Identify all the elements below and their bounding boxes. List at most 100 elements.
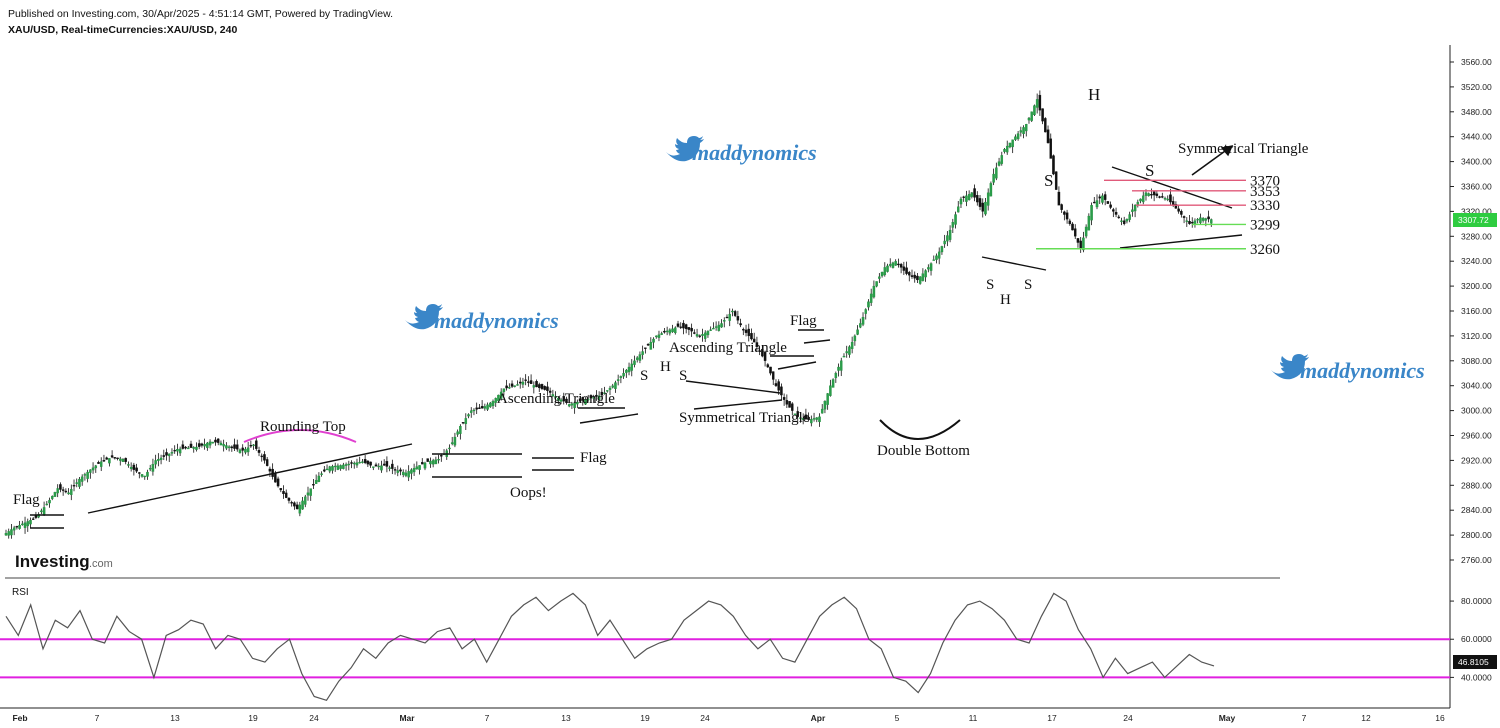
annotation-double-bottom: Double Bottom — [877, 443, 970, 459]
candle-up — [108, 458, 111, 464]
x-tick-label: 7 — [1302, 713, 1307, 723]
candle-down — [899, 264, 903, 268]
candle-up — [557, 397, 560, 401]
candle-down — [165, 452, 168, 456]
candle-down — [1174, 204, 1178, 209]
candle-up — [18, 524, 21, 529]
candle-up — [886, 265, 889, 272]
candle-up — [40, 510, 43, 513]
candle-up — [810, 419, 813, 424]
y-tick-label: 3120.00 — [1461, 331, 1492, 341]
level-label: 3299 — [1250, 217, 1280, 233]
time-axis: Feb 7 13 19 24 Mar 7 13 19 24 Apr 5 11 17 24 May 7 12 16 — [12, 713, 1445, 723]
candle-down — [1073, 228, 1077, 237]
candle-up — [1101, 195, 1104, 203]
candle-up — [429, 460, 432, 465]
candle-up — [317, 475, 321, 482]
candle-down — [1060, 204, 1063, 210]
candle-up — [880, 271, 884, 277]
candle-up — [21, 523, 24, 526]
candle-down — [1161, 196, 1164, 198]
candle-down — [1093, 201, 1096, 204]
candle-up — [1185, 220, 1189, 222]
candle-up — [192, 447, 195, 449]
annotation-symmetrical-triangle: Symmetrical Triangle — [679, 410, 810, 426]
candle-up — [170, 452, 174, 454]
x-tick-label: 11 — [969, 713, 978, 723]
candle-up — [1014, 136, 1017, 140]
last-rsi-tag: 46.8105 — [1453, 655, 1497, 669]
candle-up — [10, 529, 13, 536]
candle-down — [1038, 94, 1042, 111]
candle-up — [331, 466, 334, 471]
candle-up — [856, 329, 859, 335]
candle-down — [1155, 193, 1159, 196]
candle-up — [91, 467, 95, 471]
candle-up — [551, 394, 555, 397]
candle-up — [347, 463, 351, 466]
candle-up — [611, 385, 614, 388]
candle-down — [510, 383, 514, 387]
candle-up — [630, 363, 634, 371]
symbol-line: XAU/USD, Real-timeCurrencies:XAU/USD, 24… — [8, 24, 238, 36]
candle-up — [657, 334, 661, 338]
sym-triangle-bottom — [693, 399, 783, 410]
candle-up — [633, 360, 636, 365]
candle-up — [1090, 205, 1093, 221]
candle-up — [195, 446, 198, 450]
candle-up — [151, 464, 155, 472]
candle-up — [888, 264, 892, 266]
candle-up — [325, 468, 329, 471]
annotation-oops: Oops! — [510, 485, 547, 501]
candle-up — [671, 328, 674, 333]
annotation-shoulder: S — [640, 368, 648, 384]
candle-down — [421, 462, 424, 465]
candle-up — [121, 459, 125, 463]
candle-up — [635, 357, 639, 360]
svg-text:3307.72: 3307.72 — [1458, 215, 1489, 225]
candle-down — [747, 328, 751, 337]
candle-up — [943, 240, 946, 245]
candle-up — [946, 235, 949, 242]
candle-up — [483, 406, 487, 409]
candle-up — [986, 192, 990, 206]
candle-down — [682, 322, 685, 329]
y-tick-label: 2840.00 — [1461, 505, 1492, 515]
rsi-line — [5, 592, 1215, 702]
annotation-shoulder: S — [1145, 161, 1154, 180]
candle-down — [1150, 194, 1153, 196]
candle-down — [284, 492, 288, 498]
candle-up — [1199, 217, 1202, 223]
candle-up — [412, 468, 416, 473]
candle-down — [382, 463, 386, 466]
candle-down — [1152, 191, 1156, 196]
candle-up — [891, 262, 895, 268]
candle-up — [119, 458, 122, 461]
candle-up — [203, 444, 206, 447]
x-tick-label: 12 — [1361, 713, 1371, 723]
candle-down — [391, 463, 394, 469]
candle-down — [366, 460, 370, 465]
candle-up — [1008, 142, 1012, 148]
candle-up — [431, 460, 435, 465]
x-tick-label: 7 — [485, 713, 490, 723]
candle-up — [355, 462, 359, 466]
published-line: Published on Investing.com, 30/Apr/2025 … — [8, 8, 394, 20]
candle-up — [703, 332, 707, 339]
candle-up — [508, 387, 511, 389]
candle-up — [625, 369, 628, 373]
candle-up — [464, 418, 468, 425]
candle-down — [1057, 191, 1061, 206]
candle-down — [260, 455, 263, 458]
arrow-head — [1220, 145, 1234, 157]
candle-down — [369, 461, 372, 466]
candle-up — [641, 351, 644, 355]
candle-down — [184, 446, 187, 449]
candle-down — [1190, 221, 1194, 224]
candle-up — [660, 333, 663, 335]
candle-up — [869, 293, 873, 303]
svg-text:maddynomics: maddynomics — [434, 308, 559, 333]
candle-up — [78, 478, 81, 487]
candle-up — [1084, 226, 1088, 237]
